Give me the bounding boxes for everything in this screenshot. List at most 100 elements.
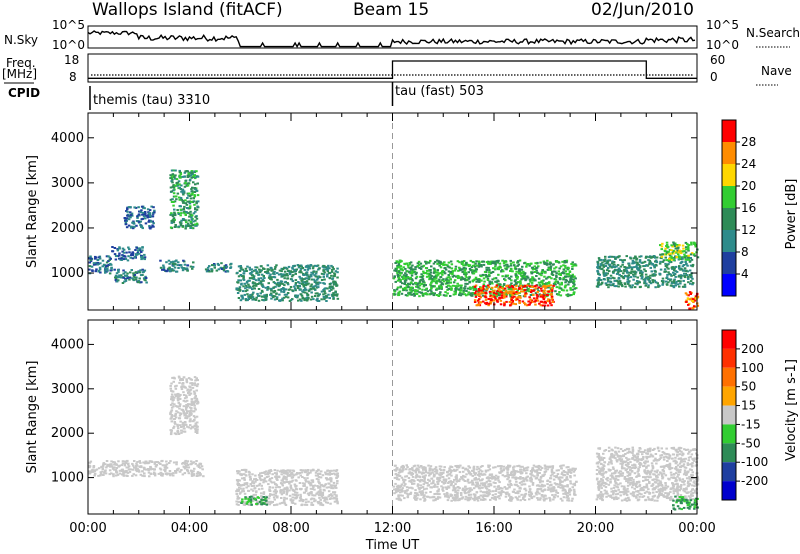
power-cell [474, 295, 478, 298]
velocity-cell [266, 473, 269, 475]
power-cell [291, 280, 295, 283]
power-cell [627, 262, 631, 265]
power-cell [639, 272, 642, 275]
power-cell [313, 264, 317, 267]
power-cell [239, 274, 242, 276]
power-cell [563, 286, 567, 289]
velocity-cell [199, 463, 202, 466]
power-cell [675, 251, 678, 254]
power-cell [510, 279, 513, 282]
power-cell [477, 289, 481, 292]
power-cell [542, 294, 545, 297]
velocity-cell [186, 470, 190, 473]
power-cell [217, 268, 221, 271]
power-cell [617, 285, 620, 288]
power-cell [172, 201, 175, 203]
velocity-cell [299, 493, 302, 496]
velocity-cell [178, 376, 181, 379]
power-cell [493, 289, 496, 292]
power-cell [236, 292, 240, 294]
power-cell [140, 251, 143, 253]
power-cell [475, 278, 479, 281]
power-cell [474, 269, 477, 272]
power-cell [255, 272, 258, 275]
power-cell [213, 264, 216, 267]
power-cell [433, 269, 437, 272]
power-cell [176, 209, 179, 211]
power-cell [98, 257, 102, 260]
power-cell [229, 266, 233, 269]
power-cell [676, 249, 679, 252]
power-cell [619, 282, 623, 284]
velocity-cell [260, 471, 264, 474]
velocity-cell [472, 466, 475, 469]
power-cell [501, 285, 504, 288]
power-cell [219, 266, 223, 269]
velocity-cell [565, 476, 569, 479]
power-cell [98, 266, 102, 269]
power-cell [601, 261, 604, 264]
velocity-cell [188, 385, 191, 388]
velocity-cell [179, 470, 182, 473]
power-cell [529, 262, 532, 265]
velocity-cell [283, 496, 286, 499]
velocity-cell [110, 463, 113, 466]
power-cell [282, 287, 285, 289]
power-cell [238, 288, 242, 291]
power-cell [661, 277, 665, 280]
power-cell [264, 271, 267, 273]
velocity-cell [124, 460, 127, 463]
power-cell [266, 268, 269, 271]
power-cell [649, 282, 653, 285]
power-cell [153, 209, 156, 212]
power-cell [501, 291, 504, 294]
velocity-cell [307, 469, 310, 471]
power-cell [89, 257, 93, 260]
power-cell [617, 282, 620, 285]
velocity-cell [402, 466, 405, 469]
velocity-cell [184, 465, 188, 468]
power-cell [609, 281, 613, 284]
power-cell [674, 282, 677, 285]
power-cell [181, 175, 184, 178]
power-cell [685, 299, 688, 302]
power-cell [676, 247, 680, 250]
power-cell [187, 194, 190, 197]
power-cell [129, 256, 132, 259]
velocity-cell [561, 476, 564, 479]
velocity-cell [471, 469, 474, 472]
velocity-cell [174, 422, 177, 425]
power-cell [172, 260, 175, 263]
power-cell [418, 280, 422, 283]
power-cell [628, 280, 631, 283]
power-cell [311, 267, 315, 270]
power-cell [508, 277, 512, 280]
power-cell [187, 182, 190, 185]
power-cell [273, 298, 277, 301]
power-cell [675, 245, 679, 248]
velocity-cell [326, 473, 330, 476]
power-cell [182, 190, 186, 193]
power-cell [607, 283, 611, 286]
power-cell [206, 266, 210, 269]
power-cell [517, 272, 521, 275]
velocity-cell [143, 472, 146, 475]
velocity-cell [271, 501, 274, 503]
power-cell [127, 224, 131, 227]
velocity-cell [565, 477, 568, 480]
velocity-cell [281, 478, 285, 481]
velocity-cell [186, 403, 190, 406]
power-cell [421, 274, 425, 277]
power-cell [314, 280, 317, 283]
velocity-cell [311, 480, 315, 483]
power-cell [420, 278, 423, 281]
velocity-cell [495, 488, 498, 491]
power-cell [251, 298, 254, 301]
power-cell [334, 270, 338, 273]
power-cell [169, 261, 173, 264]
velocity-cell [294, 502, 297, 505]
power-cell [503, 291, 506, 294]
power-cell [111, 246, 114, 248]
power-cell [270, 267, 273, 270]
velocity-cell [164, 465, 168, 468]
